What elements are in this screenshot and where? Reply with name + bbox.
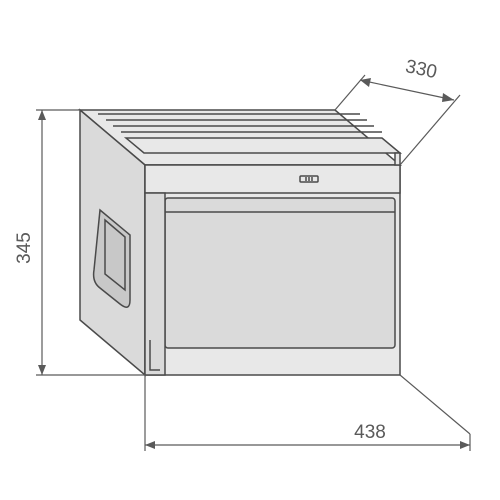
front-lid-strip bbox=[145, 165, 400, 193]
dim-height-label: 345 bbox=[14, 232, 35, 264]
dim-width: 438 bbox=[145, 375, 470, 451]
left-pillar bbox=[145, 193, 165, 375]
top-right-lip bbox=[395, 153, 400, 165]
dim-depth-label: 330 bbox=[403, 56, 438, 83]
dim-width-label: 438 bbox=[354, 422, 386, 443]
top-plate bbox=[126, 138, 400, 153]
drawer-front bbox=[165, 198, 395, 348]
dimension-diagram: 345 438 330 bbox=[0, 0, 500, 500]
product-object bbox=[80, 110, 400, 375]
